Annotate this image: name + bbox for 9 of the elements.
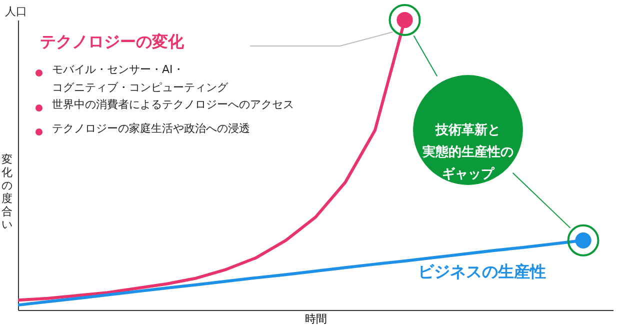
- text: 人口: [5, 5, 27, 18]
- annotation: 世界中の消費者によるテクノロジーへのアクセス: [52, 98, 294, 111]
- text: テクノロジーの変化: [40, 32, 185, 51]
- x-axis-title: 時間: [305, 312, 327, 326]
- annotation: 技術革新と実態的生産性のギャップ: [422, 122, 514, 182]
- annotation: モバイル・センサー・AI・コグニティブ・コンピューティング: [52, 63, 229, 94]
- y-axis-title: 変化の度合い: [2, 153, 12, 231]
- annotation: テクノロジーの家庭生活や政治への浸透: [52, 122, 250, 135]
- series-label: ビジネスの生産性: [418, 262, 546, 281]
